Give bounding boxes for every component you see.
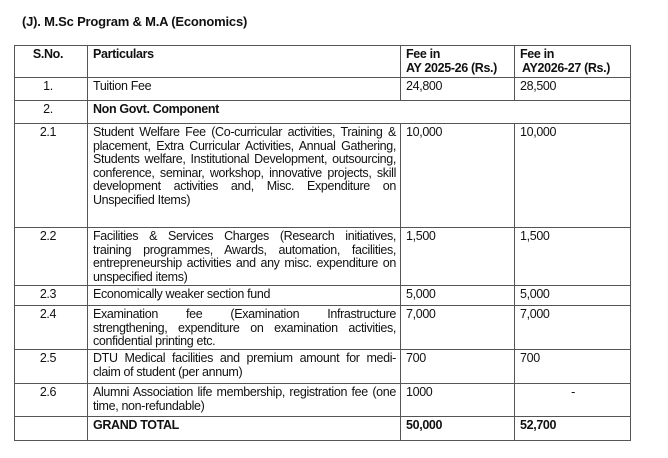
total-fee2: 52,700	[514, 416, 631, 441]
table-row: 2. Non Govt. Component	[14, 100, 631, 124]
row-sno: 2.3	[14, 285, 88, 306]
row-fee2: 1,500	[514, 227, 631, 286]
table-header-row: S.No. Particulars Fee in AY 2025-26 (Rs.)…	[14, 45, 631, 78]
row-sno: 2.	[14, 100, 88, 124]
table-row: 2.2 Facilities & Services Charges (Resea…	[14, 227, 631, 286]
row-particulars: Examination fee (Examination Infrastruct…	[87, 305, 401, 350]
row-fee2: -	[514, 383, 631, 417]
header-fee1-label: Fee in	[406, 47, 441, 61]
row-fee1: 7,000	[400, 305, 515, 350]
row-particulars: DTU Medical facilities and premium amoun…	[87, 349, 401, 384]
row-fee2: 700	[514, 349, 631, 384]
row-fee1: 1,500	[400, 227, 515, 286]
row-fee2: 7,000	[514, 305, 631, 350]
row-fee1: 24,800	[400, 77, 515, 101]
total-sno	[14, 416, 88, 441]
row-sno: 1.	[14, 77, 88, 101]
row-fee1: 1000	[400, 383, 515, 417]
header-fee-2026-27: Fee in AY2026-27 (Rs.)	[514, 45, 631, 78]
total-fee1: 50,000	[400, 416, 515, 441]
row-sno: 2.6	[14, 383, 88, 417]
table-row: 2.1 Student Welfare Fee (Co-curricular a…	[14, 123, 631, 228]
row-particulars: Economically weaker section fund	[87, 285, 401, 306]
header-particulars: Particulars	[87, 45, 401, 78]
row-sno: 2.5	[14, 349, 88, 384]
table-row: 2.5 DTU Medical facilities and premium a…	[14, 349, 631, 384]
header-fee1-sub: AY 2025-26 (Rs.)	[406, 60, 497, 75]
table-row: 2.4 Examination fee (Examination Infrast…	[14, 305, 631, 350]
fee-table: S.No. Particulars Fee in AY 2025-26 (Rs.)…	[14, 45, 631, 441]
row-fee1: 10,000	[400, 123, 515, 228]
total-label: GRAND TOTAL	[87, 416, 401, 441]
section-title: (J). M.Sc Program & M.A (Economics)	[22, 14, 248, 29]
header-sno: S.No.	[14, 45, 88, 78]
row-particulars: Student Welfare Fee (Co-curricular activ…	[87, 123, 401, 228]
row-fee1: 5,000	[400, 285, 515, 306]
row-particulars: Alumni Association life membership, regi…	[87, 383, 401, 417]
header-fee-2025-26: Fee in AY 2025-26 (Rs.)	[400, 45, 515, 78]
row-particulars: Facilities & Services Charges (Research …	[87, 227, 401, 286]
row-fee2: 5,000	[514, 285, 631, 306]
table-row: 2.3 Economically weaker section fund 5,0…	[14, 285, 631, 306]
row-fee2: 10,000	[514, 123, 631, 228]
row-particulars: Tuition Fee	[87, 77, 401, 101]
table-row: 2.6 Alumni Association life membership, …	[14, 383, 631, 417]
grand-total-row: GRAND TOTAL 50,000 52,700	[14, 416, 631, 441]
header-fee2-label: Fee in	[520, 47, 555, 61]
row-fee1: 700	[400, 349, 515, 384]
table-row: 1. Tuition Fee 24,800 28,500	[14, 77, 631, 101]
row-sno: 2.2	[14, 227, 88, 286]
row-sno: 2.4	[14, 305, 88, 350]
row-fee2: 28,500	[514, 77, 631, 101]
row-sno: 2.1	[14, 123, 88, 228]
row-particulars: Non Govt. Component	[87, 100, 631, 124]
header-fee2-sub: AY2026-27 (Rs.)	[522, 60, 611, 75]
